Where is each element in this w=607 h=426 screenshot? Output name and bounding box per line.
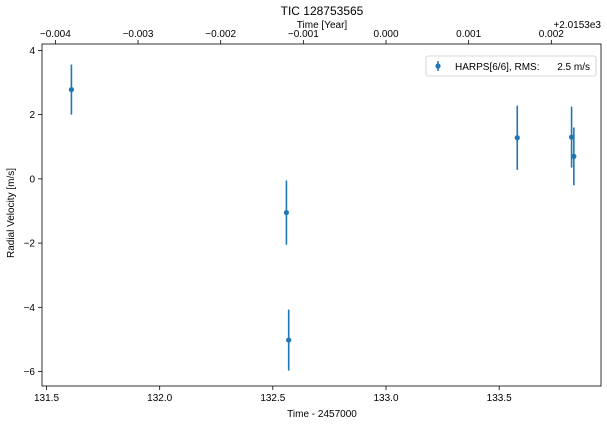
legend: HARPS[6/6], RMS: 2.5 m/s [425,55,597,77]
top-tick-label: 0.001 [456,29,481,40]
plot-area [41,43,602,387]
y-axis-label: Radial Velocity [m/s] [6,168,17,258]
top-axis-label: Time [Year] [297,20,348,31]
data-point [514,135,520,141]
data-point [571,153,577,159]
x-tick-label: 133.5 [487,393,512,404]
top-axis-ticks: −0.004 −0.003 −0.002 −0.001 0.000 0.001 0.002 [40,29,564,44]
data-point [68,87,75,93]
y-tick-label: −2 [24,239,36,250]
top-axis-offset-label: +2.0153e3 [553,20,601,31]
y-tick-label: −6 [24,367,36,378]
legend-box [425,55,597,77]
chart-title: TIC 128753565 [281,4,364,18]
y-tick-label: 2 [29,110,35,121]
y-tick-label: 0 [29,174,35,185]
top-tick-label: −0.004 [40,29,71,40]
data-point [283,209,290,216]
data-series-harps [68,64,577,371]
x-tick-label: 133.0 [373,393,398,404]
data-point [286,337,292,343]
x-axis-label: Time - 2457000 [287,409,357,420]
top-tick-label: −0.001 [288,29,319,40]
top-tick-label: −0.003 [123,29,154,40]
legend-series-label: HARPS[6/6], RMS: [455,62,539,73]
data-point [568,134,575,140]
y-tick-label: 4 [29,46,35,57]
y-tick-label: −4 [24,303,36,314]
y-axis-ticks: −6 −4 −2 0 2 4 [24,46,42,378]
x-axis-ticks: 131.5 132.0 132.5 133.0 133.5 [34,386,512,404]
x-tick-label: 131.5 [34,393,59,404]
x-tick-label: 132.0 [147,393,172,404]
top-tick-label: 0.002 [539,29,564,40]
legend-point-marker [435,63,441,69]
top-tick-label: 0.000 [373,29,398,40]
legend-rms-value: 2.5 m/s [557,62,590,73]
x-tick-label: 132.5 [260,393,285,404]
top-tick-label: −0.002 [205,29,236,40]
